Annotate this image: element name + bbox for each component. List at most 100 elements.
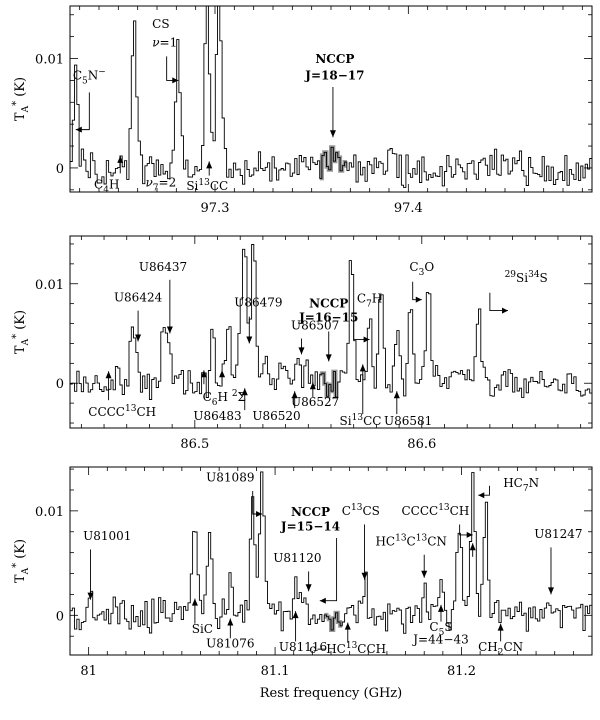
line-label: Si13CC: [340, 413, 382, 428]
line-label: c−HC13CCH: [309, 641, 386, 656]
line-label: U86437: [139, 260, 187, 274]
arrow-head: [166, 326, 173, 334]
x-tick-label: 86.5: [180, 437, 209, 452]
x-tick-label: 97.3: [201, 201, 230, 216]
arrow-head: [227, 618, 234, 626]
x-tick-label: 81.1: [261, 664, 290, 679]
arrow-head: [200, 370, 207, 378]
y-axis-label: TA* (K): [11, 310, 31, 354]
arrow-head: [246, 336, 253, 344]
y-tick-label: 0.01: [35, 53, 64, 68]
annotation-arrow: [412, 281, 422, 301]
arrow-head: [135, 334, 142, 342]
arrow-head: [329, 130, 336, 138]
arrow-head: [469, 543, 476, 551]
arrow-head: [75, 126, 82, 133]
y-tick-label: 0: [56, 162, 64, 177]
y-tick-label: 0.01: [35, 278, 64, 293]
annotation-arrow: [459, 524, 473, 536]
arrow-head: [359, 364, 366, 372]
arrow-head: [344, 622, 351, 630]
line-label: J=44−43: [411, 633, 468, 647]
line-label: U86483: [193, 409, 241, 423]
line-label: NCCP: [309, 297, 348, 311]
line-label: U81116: [279, 640, 327, 654]
line-label: U81001: [83, 529, 131, 543]
line-label: CCCC13CH: [401, 503, 469, 518]
annotation-arrow: [75, 92, 90, 131]
line-label: J=16−15: [298, 311, 358, 325]
spectrum-panel-3: 81 81.1 81.2 0 0.01 TA* (K) Rest frequency (GH…: [11, 466, 593, 701]
line-label: HC7N: [503, 476, 539, 494]
x-tick-label: 81.2: [447, 664, 476, 679]
line-label: U86507: [291, 319, 339, 333]
arrow-head: [241, 388, 248, 396]
spectrum-line: [70, 244, 592, 400]
arrow-head: [256, 511, 263, 517]
arrow-head: [466, 531, 473, 538]
spectrum-panel-1: 97.3 97.4 0 0.01 TA* (K) C5N− CS ν=1 NCCP J=18−17…: [11, 5, 593, 216]
line-label: HC13C13CN: [375, 533, 446, 548]
line-label: U86479: [234, 296, 282, 310]
arrow-head: [363, 336, 370, 343]
line-label: C5N−: [73, 67, 106, 86]
arrow-head: [291, 391, 298, 399]
line-label: C13CS: [342, 503, 380, 518]
arrow-head: [361, 572, 368, 580]
arrow-head: [437, 604, 444, 612]
line-label: ν=1: [152, 35, 177, 49]
arrow-head: [421, 570, 428, 578]
arrow-head: [309, 382, 316, 390]
line-label: NCCP: [315, 52, 354, 66]
annotation-arrow: [489, 292, 509, 312]
y-axis-label: TA* (K): [11, 539, 31, 583]
line-label: U86520: [252, 409, 300, 423]
y-tick-label: 0: [56, 609, 64, 624]
arrow-head: [292, 611, 299, 619]
line-label: U81076: [206, 637, 254, 651]
line-label: J=15−14: [280, 520, 340, 534]
arrow-head: [298, 347, 305, 355]
arrow-head: [172, 77, 179, 84]
line-label: 29Si34S: [505, 270, 548, 285]
arrow-head: [393, 391, 400, 399]
line-label: U86581: [384, 414, 432, 428]
spectrum-panel-2: 86.5 86.6 0 0.01 TA* (K) U86437 U86424 U86479 U8…: [11, 235, 593, 452]
spectrum-line: [70, 471, 592, 634]
line-label: U86527: [291, 395, 339, 409]
line-label: U81089: [206, 471, 254, 485]
arrow-head: [206, 161, 213, 169]
arrow-head: [502, 307, 509, 314]
line-label: CH2CN: [478, 640, 523, 658]
line-label: C6H 2Σ: [203, 389, 246, 408]
line-label: C3O: [409, 260, 434, 278]
y-tick-label: 0: [56, 377, 64, 392]
arrow-head: [415, 296, 422, 303]
line-label: C5S: [429, 620, 452, 638]
arrow-head: [478, 492, 485, 499]
y-axis-label: TA* (K): [11, 77, 31, 121]
x-tick-label: 97.4: [394, 201, 423, 216]
x-tick-label: 86.6: [407, 437, 436, 452]
x-tick-label: 81: [80, 664, 97, 679]
annotation-arrow: [319, 538, 338, 602]
arrow-head: [191, 598, 198, 606]
line-label: Si13CC: [186, 178, 228, 193]
arrow-head: [319, 597, 326, 604]
line-label: U86424: [114, 291, 163, 305]
line-label: CS: [152, 17, 169, 31]
arrow-head: [547, 587, 554, 595]
line-label: U81247: [534, 527, 582, 541]
line-label: J=18−17: [304, 68, 364, 82]
y-tick-label: 0.01: [35, 505, 64, 520]
line-label: NCCP: [291, 505, 330, 519]
arrow-head: [325, 354, 332, 362]
line-label: U81120: [273, 551, 321, 565]
line-label: SiC: [192, 622, 213, 636]
arrow-head: [87, 592, 94, 600]
arrow-head: [117, 155, 124, 163]
arrow-head: [105, 371, 112, 379]
line-label: C4H: [94, 178, 119, 196]
arrow-head: [497, 623, 504, 631]
